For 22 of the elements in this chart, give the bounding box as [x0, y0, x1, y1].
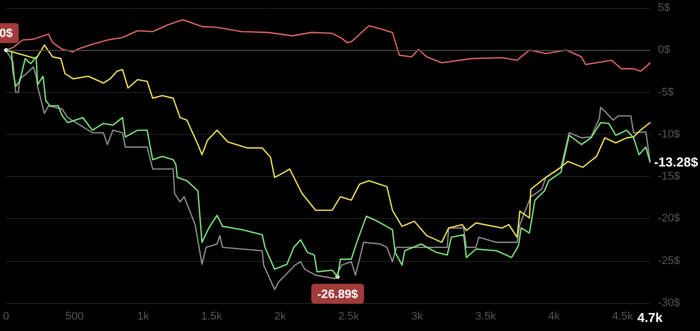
x-tick-label: 4.7k [637, 310, 664, 325]
y-tick-label: -15$ [658, 170, 680, 183]
y-tick-label: -20$ [658, 212, 680, 225]
x-tick-label: 4.5k [612, 310, 634, 322]
x-tick-label: 0 [2, 310, 10, 322]
y-tick-label: -30$ [658, 297, 680, 309]
x-tick-label: 2k [274, 310, 286, 322]
x-tick-label: 4k [548, 310, 560, 322]
x-tick-label: 500 [65, 310, 84, 322]
x-tick-label: 1k [137, 310, 150, 322]
y-tick-label: 5$ [658, 2, 670, 14]
y-tick-label: 0$ [658, 44, 670, 56]
x-tick-label: 2.5k [338, 310, 360, 322]
y-tick-label: -10$ [658, 128, 680, 140]
y-tick-label: -25$ [658, 254, 680, 267]
y-tick-label: -5$ [658, 86, 674, 98]
x-tick-label: 3.5k [475, 310, 496, 322]
annotation: -26.89$ [317, 286, 358, 301]
x-tick-label: 1.5k [201, 310, 222, 322]
annotation: 0$ [0, 26, 14, 40]
annotation: -13.28$ [654, 154, 699, 170]
x-tick-label: 3k [411, 310, 424, 322]
